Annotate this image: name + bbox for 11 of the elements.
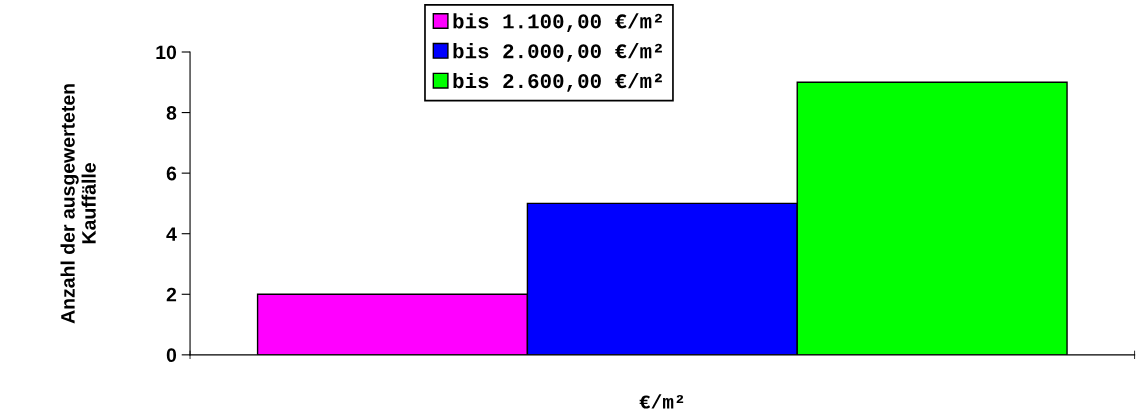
y-tick-label: 2 <box>166 287 177 302</box>
y-tick-label: 8 <box>166 106 177 120</box>
y-tick-label: 4 <box>166 227 177 241</box>
y-tick-label: 6 <box>166 166 177 181</box>
y-tick-label: 0 <box>166 348 177 363</box>
y-tick-label: 10 <box>156 45 177 60</box>
x-axis-title: €/m² <box>639 394 684 409</box>
legend-label: bis 2.000,00 €/m² <box>453 43 662 62</box>
legend-label: bis 2.600,00 €/m² <box>453 72 662 92</box>
y-axis-title: Anzahl der ausgewerteten Kauffälle <box>60 84 96 324</box>
legend-label: bis 1.100,00 €/m² <box>453 13 662 32</box>
